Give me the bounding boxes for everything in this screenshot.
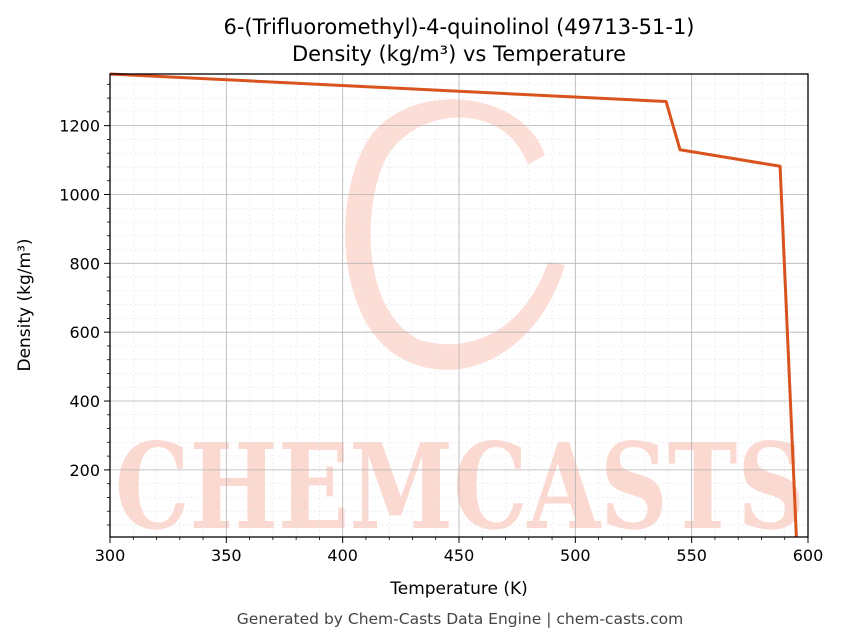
y-tick-label: 1200	[59, 117, 100, 136]
footer-credit: Generated by Chem-Casts Data Engine | ch…	[237, 610, 683, 628]
x-axis-label: Temperature (K)	[389, 579, 528, 599]
x-tick-label: 300	[95, 546, 126, 565]
x-axis-ticks: 300 350 400 450 500 550 600	[95, 537, 824, 565]
y-tick-label: 600	[69, 323, 100, 342]
watermark: CHEMCASTS	[115, 99, 805, 556]
density-series-line	[109, 72, 798, 538]
y-tick-label: 800	[69, 254, 100, 273]
watermark-text: CHEMCASTS	[115, 417, 805, 556]
y-axis-ticks: 200 400 600 800 1000 1200	[59, 83, 110, 526]
x-tick-label: 550	[676, 546, 707, 565]
y-tick-label: 1000	[59, 185, 100, 204]
chart-title: 6-(Trifluoromethyl)-4-quinolinol (49713-…	[223, 15, 694, 39]
x-tick-label: 350	[211, 546, 242, 565]
x-tick-label: 450	[444, 546, 475, 565]
chart-subtitle: Density (kg/m³) vs Temperature	[292, 42, 626, 66]
series-layer	[109, 72, 798, 538]
y-tick-label: 200	[69, 461, 100, 480]
y-tick-label: 400	[69, 392, 100, 411]
x-tick-label: 500	[560, 546, 591, 565]
x-tick-label: 600	[793, 546, 824, 565]
y-axis-label: Density (kg/m³)	[15, 238, 35, 371]
x-tick-label: 400	[327, 546, 358, 565]
